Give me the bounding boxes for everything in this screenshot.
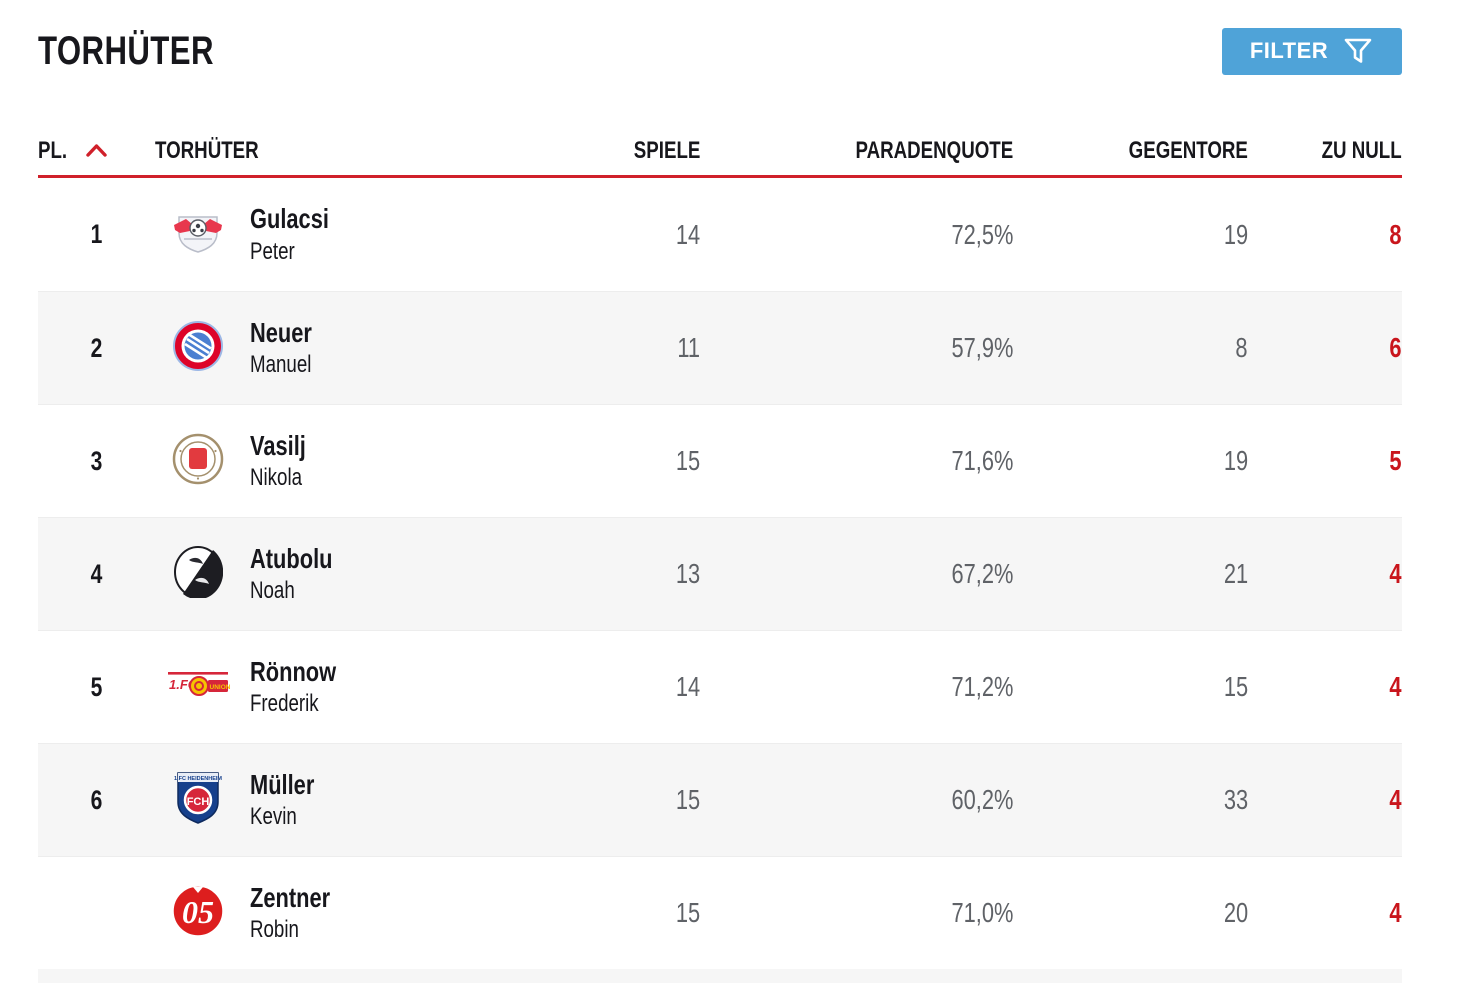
rank-cell: 1 bbox=[90, 219, 103, 249]
gegentore-cell: 8 bbox=[1235, 332, 1248, 363]
paradenquote-cell: 71,6% bbox=[951, 445, 1013, 476]
gegentore-cell: 19 bbox=[1223, 445, 1248, 476]
rb-leipzig-logo bbox=[170, 209, 226, 260]
rank-cell: 2 bbox=[90, 332, 103, 363]
next-row-partial bbox=[38, 969, 1402, 983]
goalkeeper-stats-page: TORHÜTER FILTER PL. TORHÜTER SPIELE bbox=[0, 26, 1460, 983]
table-row[interactable]: 3 Vasilj Nikola 15 71,6% 19 5 bbox=[38, 404, 1402, 517]
club-logo-cell bbox=[155, 209, 240, 260]
column-header-gegentore[interactable]: GEGENTORE bbox=[1128, 136, 1248, 164]
chevron-up-icon bbox=[85, 142, 108, 159]
paradenquote-cell: 60,2% bbox=[951, 784, 1013, 815]
spiele-cell: 15 bbox=[675, 445, 700, 476]
zunull-cell: 4 bbox=[1389, 784, 1402, 815]
table-row[interactable]: 1 Gulacsi Peter 14 72,5% 19 8 bbox=[38, 178, 1402, 291]
gegentore-cell: 20 bbox=[1223, 897, 1248, 928]
player-name-cell[interactable]: Zentner Robin bbox=[250, 881, 331, 944]
table-row[interactable]: 6 1.FC HEIDENHEIM FCH Müller Kevin 15 60… bbox=[38, 743, 1402, 856]
spiele-cell: 11 bbox=[677, 332, 700, 363]
club-logo-cell: 1.FC HEIDENHEIM FCH bbox=[155, 770, 240, 831]
svg-text:FCH: FCH bbox=[186, 796, 209, 808]
club-logo-cell bbox=[155, 320, 240, 377]
gegentore-cell: 33 bbox=[1223, 784, 1248, 815]
column-header-zunull[interactable]: ZU NULL bbox=[1321, 136, 1402, 164]
player-name-cell[interactable]: Vasilj Nikola bbox=[250, 429, 306, 492]
paradenquote-cell: 57,9% bbox=[951, 332, 1013, 363]
table-row[interactable]: 5 1.FC UNION Rönnow Frederik 14 71,2% 15… bbox=[38, 630, 1402, 743]
spiele-cell: 14 bbox=[675, 218, 700, 250]
sc-freiburg-logo bbox=[173, 545, 223, 603]
table-row[interactable]: 05 Zentner Robin 15 71,0% 20 4 bbox=[38, 856, 1402, 969]
rank-cell: 3 bbox=[90, 445, 103, 476]
gegentore-cell: 15 bbox=[1223, 671, 1248, 702]
spiele-cell: 15 bbox=[675, 784, 700, 815]
column-header-paradenquote[interactable]: PARADENQUOTE bbox=[855, 136, 1013, 164]
heidenheim-logo: 1.FC HEIDENHEIM FCH bbox=[174, 770, 222, 831]
svg-text:1.FC HEIDENHEIM: 1.FC HEIDENHEIM bbox=[174, 776, 222, 782]
spiele-cell: 14 bbox=[675, 671, 700, 702]
funnel-icon bbox=[1342, 36, 1374, 66]
table-row[interactable]: 2 Neuer Manuel 11 57,9% 8 6 bbox=[38, 291, 1402, 404]
club-logo-cell bbox=[155, 433, 240, 490]
svg-text:05: 05 bbox=[182, 894, 214, 930]
mainz-05-logo: 05 bbox=[170, 883, 226, 944]
table-header-row: PL. TORHÜTER SPIELE PARADENQUOTE GEGENTO… bbox=[38, 126, 1402, 178]
spiele-cell: 15 bbox=[675, 897, 700, 928]
gegentore-cell: 21 bbox=[1223, 558, 1248, 589]
table-row[interactable]: 4 Atubolu Noah 13 67,2% 21 4 bbox=[38, 517, 1402, 630]
rank-cell: 4 bbox=[90, 558, 103, 589]
zunull-cell: 8 bbox=[1389, 218, 1402, 250]
filter-button[interactable]: FILTER bbox=[1222, 27, 1402, 75]
zunull-cell: 6 bbox=[1389, 332, 1402, 363]
filter-button-label: FILTER bbox=[1249, 38, 1329, 63]
club-logo-cell: 05 bbox=[155, 883, 240, 944]
paradenquote-cell: 71,2% bbox=[951, 671, 1013, 702]
spiele-cell: 13 bbox=[675, 558, 700, 589]
paradenquote-cell: 67,2% bbox=[951, 558, 1013, 589]
paradenquote-cell: 71,0% bbox=[951, 897, 1013, 928]
player-name-cell[interactable]: Rönnow Frederik bbox=[250, 655, 337, 718]
topbar: TORHÜTER FILTER bbox=[38, 26, 1402, 76]
rank-cell bbox=[38, 898, 155, 929]
svg-text:UNION: UNION bbox=[209, 684, 230, 691]
club-logo-cell bbox=[155, 545, 240, 603]
column-header-pl[interactable]: PL. bbox=[38, 137, 155, 165]
column-header-spiele[interactable]: SPIELE bbox=[633, 136, 700, 164]
table-body: 1 Gulacsi Peter 14 72,5% 19 8 2 bbox=[38, 178, 1402, 969]
player-name-cell[interactable]: Neuer Manuel bbox=[250, 316, 312, 379]
player-name-cell[interactable]: Müller Kevin bbox=[250, 768, 315, 831]
zunull-cell: 5 bbox=[1389, 445, 1402, 476]
zunull-cell: 4 bbox=[1389, 558, 1402, 589]
gegentore-cell: 19 bbox=[1223, 218, 1248, 250]
st-pauli-logo bbox=[172, 433, 224, 490]
rank-cell: 6 bbox=[90, 784, 103, 815]
column-header-torhueter[interactable]: TORHÜTER bbox=[155, 136, 259, 164]
bayern-muenchen-logo bbox=[172, 320, 224, 377]
zunull-cell: 4 bbox=[1389, 897, 1402, 928]
page-title: TORHÜTER bbox=[38, 28, 214, 73]
player-name-cell[interactable]: Atubolu Noah bbox=[250, 542, 333, 605]
zunull-cell: 4 bbox=[1389, 671, 1402, 702]
union-berlin-logo: 1.FC UNION bbox=[166, 670, 230, 705]
rank-cell: 5 bbox=[90, 671, 103, 702]
club-logo-cell: 1.FC UNION bbox=[155, 670, 240, 705]
paradenquote-cell: 72,5% bbox=[951, 218, 1013, 250]
player-name-cell[interactable]: Gulacsi Peter bbox=[250, 203, 329, 265]
